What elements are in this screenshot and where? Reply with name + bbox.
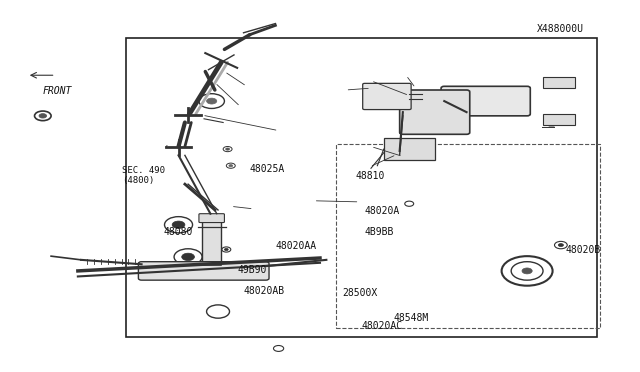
Text: 48020A: 48020A [365, 206, 400, 216]
Circle shape [225, 248, 228, 251]
Text: 28500X: 28500X [342, 288, 378, 298]
Circle shape [229, 164, 233, 167]
Text: 4B9BB: 4B9BB [365, 227, 394, 237]
Circle shape [226, 148, 230, 150]
Text: FRONT: FRONT [43, 86, 72, 96]
Text: 49B90: 49B90 [237, 265, 266, 275]
Bar [543, 114, 575, 125]
Text: SEC. 490
(4800): SEC. 490 (4800) [122, 166, 166, 185]
Bar [202, 221, 221, 265]
Text: 48810: 48810 [355, 171, 385, 181]
Circle shape [207, 98, 217, 104]
Circle shape [558, 244, 563, 247]
Text: 48548M: 48548M [394, 313, 429, 323]
Bar [543, 77, 575, 88]
Circle shape [182, 253, 195, 260]
Bar [384, 138, 435, 160]
FancyBboxPatch shape [138, 262, 269, 280]
FancyBboxPatch shape [441, 86, 531, 116]
Bar [125, 38, 597, 337]
Text: 48020AB: 48020AB [244, 286, 285, 296]
Text: 48020AC: 48020AC [362, 321, 403, 331]
Text: 48025A: 48025A [250, 164, 285, 174]
FancyBboxPatch shape [363, 83, 411, 110]
Text: X488000U: X488000U [537, 23, 584, 33]
FancyBboxPatch shape [399, 90, 470, 134]
Circle shape [172, 221, 185, 228]
Circle shape [39, 113, 47, 118]
Text: 48020B: 48020B [565, 245, 600, 255]
Circle shape [522, 268, 532, 274]
FancyBboxPatch shape [199, 214, 225, 222]
Bar [336, 144, 600, 328]
Text: 48080: 48080 [164, 227, 193, 237]
Text: 48020AA: 48020AA [275, 241, 317, 251]
